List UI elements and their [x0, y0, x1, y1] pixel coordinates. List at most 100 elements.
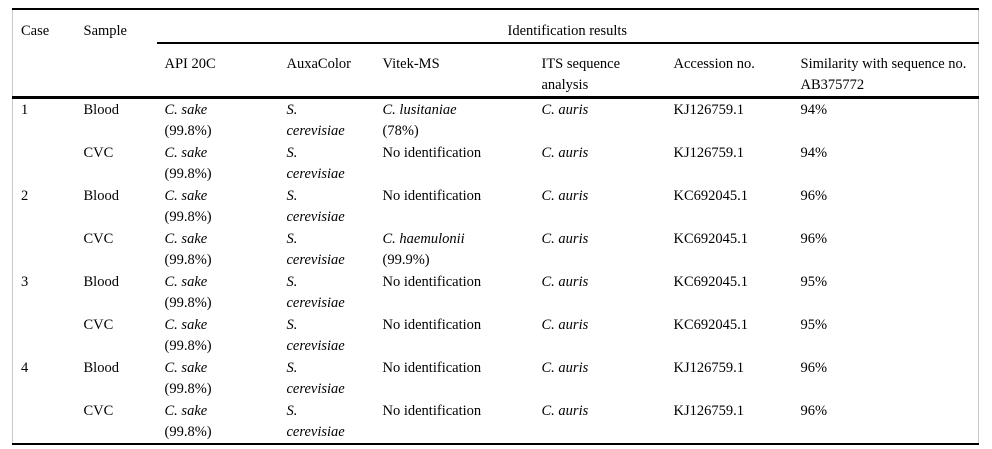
cell-accession: KC692045.1	[666, 271, 793, 314]
table-row: 3 Blood C. sake (99.8%) S. cerevisiae No ident…	[13, 271, 979, 314]
cell-auxacolor: S. cerevisiae	[279, 142, 375, 185]
cell-text: (99.8%)	[164, 424, 212, 440]
cell-api20c: C. sake (99.8%)	[157, 357, 279, 400]
cell-its-sequence: C. auris	[534, 400, 666, 444]
species-name: C. sake	[164, 145, 208, 161]
cell-auxacolor: S. cerevisiae	[279, 98, 375, 143]
cell-its-sequence: C. auris	[534, 185, 666, 228]
cell-accession: KJ126759.1	[666, 142, 793, 185]
cell-text: No identification	[382, 360, 482, 376]
cell-sample: CVC	[83, 145, 114, 161]
cell-sample: Blood	[83, 188, 119, 204]
cell-text: (99.8%)	[164, 123, 212, 139]
cell-text: (99.8%)	[164, 295, 212, 311]
cell-case: 1	[21, 102, 29, 118]
cell-auxacolor: S. cerevisiae	[279, 314, 375, 357]
cell-its-sequence: C. auris	[534, 271, 666, 314]
cell-accession: KC692045.1	[666, 314, 793, 357]
cell-text: KJ126759.1	[673, 403, 745, 419]
cell-text: KC692045.1	[673, 274, 749, 290]
cell-sample: Blood	[83, 360, 119, 376]
cell-text: KJ126759.1	[673, 360, 745, 376]
species-name: cerevisiae	[286, 381, 345, 397]
cell-text: (99.8%)	[164, 338, 212, 354]
table-row: CVC C. sake (99.8%) S. cerevisiae C. haemulon…	[13, 228, 979, 271]
species-name: S.	[286, 188, 298, 204]
cell-text: (99.8%)	[164, 381, 212, 397]
species-name: C. sake	[164, 102, 208, 118]
species-name: C. auris	[541, 188, 589, 204]
species-name: S.	[286, 317, 298, 333]
cell-text: KC692045.1	[673, 188, 749, 204]
col-header-accession: Accession no.	[673, 56, 755, 72]
cell-similarity: 94%	[793, 98, 979, 143]
cell-vitekms: C. lusitaniae (78%)	[375, 98, 534, 143]
table-header: Case Sample Identification results API 2…	[12, 9, 979, 98]
cell-text: (99.9%)	[382, 252, 430, 268]
col-header-auxacolor: AuxaColor	[286, 56, 351, 72]
cell-text: (78%)	[382, 123, 419, 139]
cell-text: (99.8%)	[164, 252, 212, 268]
species-name: S.	[286, 274, 298, 290]
cell-text: KJ126759.1	[673, 145, 745, 161]
cell-its-sequence: C. auris	[534, 142, 666, 185]
cell-text: No identification	[382, 145, 482, 161]
col-header-case: Case	[21, 23, 50, 39]
cell-vitekms: No identification	[375, 314, 534, 357]
cell-sample: CVC	[83, 403, 114, 419]
cell-text: 94%	[800, 102, 828, 118]
cell-vitekms: No identification	[375, 271, 534, 314]
cell-similarity: 96%	[793, 400, 979, 444]
table-body: 1 Blood C. sake (99.8%) S. cerevisiae C. lusit…	[13, 98, 979, 445]
cell-vitekms: No identification	[375, 357, 534, 400]
species-name: C. auris	[541, 231, 589, 247]
cell-text: KC692045.1	[673, 231, 749, 247]
cell-text: No identification	[382, 188, 482, 204]
cell-similarity: 96%	[793, 228, 979, 271]
results-table-container: Case Sample Identification results API 2…	[12, 8, 980, 445]
cell-auxacolor: S. cerevisiae	[279, 271, 375, 314]
cell-text: No identification	[382, 274, 482, 290]
col-header-similarity: Similarity with sequence no. AB375772	[800, 56, 967, 93]
cell-vitekms: C. haemulonii (99.9%)	[375, 228, 534, 271]
table-row: 4 Blood C. sake (99.8%) S. cerevisiae No ident…	[13, 357, 979, 400]
cell-vitekms: No identification	[375, 142, 534, 185]
species-name: S.	[286, 145, 298, 161]
species-name: C. haemulonii	[382, 231, 465, 247]
col-header-its-sequence: ITS sequence analysis	[541, 56, 621, 93]
cell-similarity: 94%	[793, 142, 979, 185]
cell-its-sequence: C. auris	[534, 228, 666, 271]
cell-accession: KJ126759.1	[666, 400, 793, 444]
cell-text: 96%	[800, 231, 828, 247]
cell-sample: CVC	[83, 231, 114, 247]
col-header-sample: Sample	[83, 23, 128, 39]
species-name: S.	[286, 403, 298, 419]
cell-similarity: 96%	[793, 185, 979, 228]
cell-api20c: C. sake (99.8%)	[157, 98, 279, 143]
cell-api20c: C. sake (99.8%)	[157, 185, 279, 228]
cell-api20c: C. sake (99.8%)	[157, 142, 279, 185]
species-name: cerevisiae	[286, 123, 345, 139]
cell-api20c: C. sake (99.8%)	[157, 314, 279, 357]
cell-case: 4	[21, 360, 29, 376]
cell-its-sequence: C. auris	[534, 314, 666, 357]
cell-text: 95%	[800, 317, 828, 333]
cell-its-sequence: C. auris	[534, 357, 666, 400]
species-name: cerevisiae	[286, 166, 345, 182]
species-name: cerevisiae	[286, 424, 345, 440]
header-row-methods: API 20C AuxaColor Vitek-MS ITS sequence …	[13, 43, 979, 98]
cell-case: 3	[21, 274, 29, 290]
species-name: C. auris	[541, 360, 589, 376]
species-name: C. sake	[164, 274, 208, 290]
cell-auxacolor: S. cerevisiae	[279, 228, 375, 271]
cell-api20c: C. sake (99.8%)	[157, 271, 279, 314]
species-name: S.	[286, 231, 298, 247]
cell-similarity: 95%	[793, 271, 979, 314]
species-name: C. auris	[541, 403, 589, 419]
species-name: C. sake	[164, 317, 208, 333]
cell-text: 96%	[800, 360, 828, 376]
cell-its-sequence: C. auris	[534, 98, 666, 143]
cell-text: KC692045.1	[673, 317, 749, 333]
species-name: cerevisiae	[286, 295, 345, 311]
group-header-identification-results: Identification results	[156, 9, 979, 44]
